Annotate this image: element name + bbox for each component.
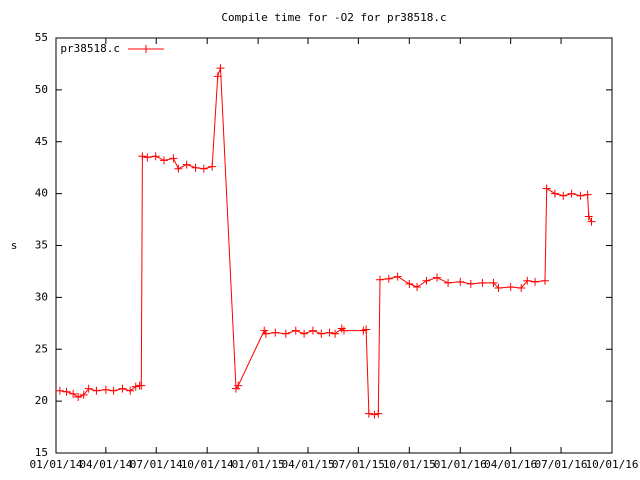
data-point	[466, 279, 475, 288]
data-point	[550, 189, 559, 198]
data-point	[213, 72, 222, 81]
data-point	[422, 276, 431, 285]
data-point	[92, 386, 101, 395]
data-point	[370, 410, 379, 419]
data-point	[364, 409, 373, 418]
x-tick-label: 04/01/16	[484, 458, 537, 471]
data-point	[576, 191, 585, 200]
data-point	[118, 384, 127, 393]
data-point	[84, 384, 93, 393]
data-point	[523, 276, 532, 285]
data-point	[583, 190, 592, 199]
data-point	[374, 409, 383, 418]
data-point	[393, 272, 402, 281]
data-point	[300, 329, 309, 338]
x-tick-label: 01/01/16	[434, 458, 487, 471]
legend-label: pr38518.c	[60, 42, 120, 55]
x-tick-label: 01/01/15	[232, 458, 285, 471]
y-tick-label: 50	[35, 83, 48, 96]
data-point	[494, 284, 503, 293]
data-point	[339, 326, 348, 335]
data-point	[69, 389, 78, 398]
data-point	[433, 273, 442, 282]
y-axis-label: s	[11, 239, 18, 252]
data-point	[308, 326, 317, 335]
x-tick-label: 10/01/14	[181, 458, 234, 471]
y-tick-label: 35	[35, 239, 48, 252]
data-point	[137, 381, 146, 390]
data-point	[506, 283, 515, 291]
data-point	[216, 64, 225, 73]
y-tick-label: 15	[35, 446, 48, 459]
data-point	[109, 386, 118, 395]
data-point	[151, 152, 160, 161]
data-point	[101, 385, 110, 394]
data-point	[587, 217, 596, 226]
data-point	[559, 191, 568, 200]
data-point	[169, 154, 178, 163]
data-point	[584, 212, 593, 221]
data-point	[271, 328, 280, 337]
data-point	[384, 274, 393, 283]
data-point	[174, 164, 183, 173]
data-point	[375, 275, 384, 284]
data-point	[261, 329, 270, 338]
data-point	[478, 278, 487, 287]
chart-title: Compile time for -O2 for pr38518.c	[221, 11, 446, 24]
x-tick-label: 07/01/15	[332, 458, 385, 471]
y-tick-label: 40	[35, 187, 48, 200]
data-point	[317, 329, 326, 338]
data-point	[143, 153, 152, 162]
x-tick-label: 04/01/15	[281, 458, 334, 471]
x-tick-label: 07/01/16	[535, 458, 588, 471]
y-tick-label: 30	[35, 290, 48, 303]
data-point	[444, 278, 453, 287]
data-point	[281, 329, 290, 338]
data-point	[542, 184, 551, 193]
data-line	[59, 67, 592, 416]
data-point	[55, 386, 64, 395]
data-point	[489, 278, 498, 287]
data-point	[208, 162, 217, 171]
y-tick-label: 20	[35, 394, 48, 407]
y-tick-label: 25	[35, 342, 48, 355]
data-point	[159, 156, 168, 165]
data-point	[405, 279, 414, 288]
data-point	[182, 160, 191, 169]
data-point	[126, 386, 135, 395]
data-point	[199, 164, 208, 173]
y-tick-label: 45	[35, 135, 48, 148]
data-point	[362, 325, 371, 334]
data-point	[62, 387, 71, 396]
x-tick-label: 04/01/14	[79, 458, 132, 471]
plot-frame	[55, 37, 613, 454]
x-tick-label: 10/01/16	[586, 458, 639, 471]
data-point	[331, 329, 340, 338]
data-point	[131, 382, 140, 391]
data-point	[456, 277, 465, 286]
data-point	[191, 163, 200, 172]
x-tick-label: 01/01/14	[30, 458, 83, 471]
data-point	[325, 328, 334, 337]
data-point	[567, 189, 576, 198]
data-point	[413, 283, 422, 291]
data-point	[138, 152, 147, 161]
data-point	[74, 392, 83, 401]
y-tick-label: 55	[35, 31, 48, 44]
data-point	[517, 284, 526, 293]
data-point	[291, 326, 300, 335]
data-point	[540, 276, 549, 285]
data-point	[234, 381, 243, 390]
legend-swatch	[142, 45, 150, 53]
x-tick-label: 10/01/15	[383, 458, 436, 471]
x-tick-label: 07/01/14	[130, 458, 183, 471]
data-point	[79, 390, 88, 399]
data-point	[531, 277, 540, 286]
